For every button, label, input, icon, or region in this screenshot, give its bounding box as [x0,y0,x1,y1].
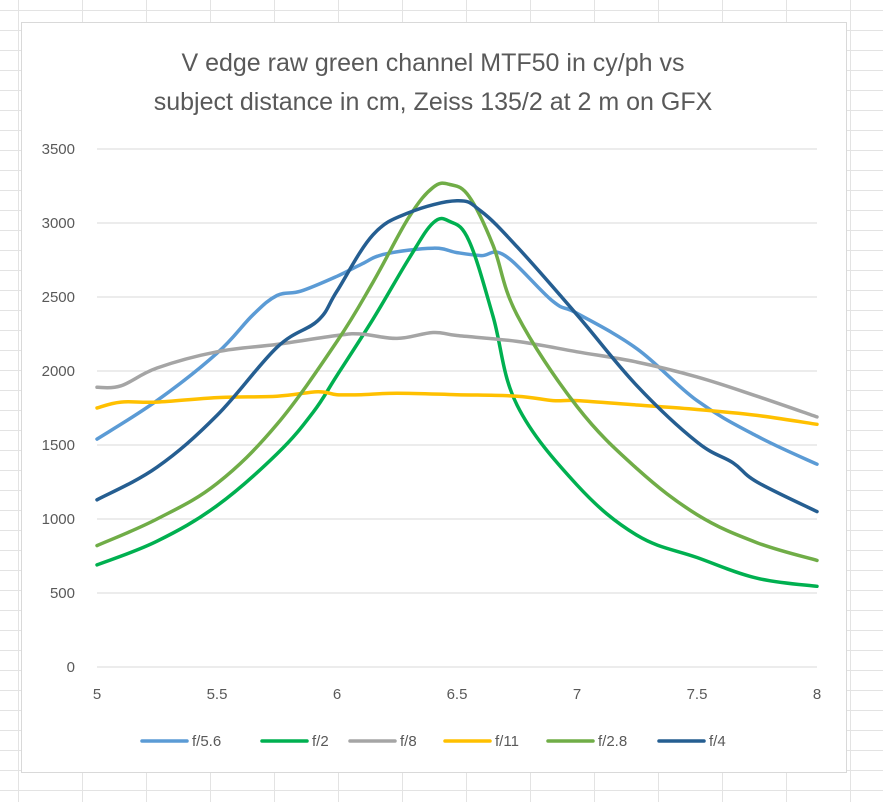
series-lines [95,181,819,589]
y-tick-label: 2500 [42,289,75,306]
legend-label: f/2.8 [598,733,627,750]
y-tick-label: 2000 [42,363,75,380]
y-tick-label: 1000 [42,511,75,528]
legend-label: f/4 [709,733,726,750]
x-tick-label: 6.5 [447,686,468,703]
y-tick-label: 3500 [42,141,75,158]
series-line-f-2-8 [95,181,819,563]
series-line-f-4 [95,199,819,514]
chart-title-line-2: subject distance in cm, Zeiss 135/2 at 2… [154,88,713,116]
legend-label: f/5.6 [192,733,221,750]
x-tick-label: 6 [333,686,341,703]
series-line-f-8 [95,330,819,419]
y-tick-label: 3000 [42,215,75,232]
legend-label: f/11 [495,733,519,750]
x-tick-label: 5 [93,686,101,703]
legend: f/5.6 f/2 f/8 f/11 f/2.8 f/4 [140,733,726,750]
x-tick-label: 7.5 [687,686,708,703]
x-axis-tick-labels: 5 5.5 6 6.5 7 7.5 8 [93,686,821,703]
legend-label: f/8 [400,733,417,750]
x-tick-label: 8 [813,686,821,703]
legend-label: f/2 [312,733,329,750]
y-tick-label: 500 [50,585,75,602]
x-tick-label: 7 [573,686,581,703]
y-tick-label: 1500 [42,437,75,454]
series-line-f-5-6 [95,246,819,466]
y-axis-tick-labels: 0 500 1000 1500 2000 2500 3000 3500 [42,141,75,676]
series-line-f-2 [95,216,819,589]
chart-title: V edge raw green channel MTF50 in cy/ph … [154,49,713,116]
line-chart: V edge raw green channel MTF50 in cy/ph … [42,49,822,750]
y-tick-label: 0 [67,659,75,676]
chart-area[interactable]: V edge raw green channel MTF50 in cy/ph … [21,22,847,773]
x-tick-label: 5.5 [207,686,228,703]
chart-title-line-1: V edge raw green channel MTF50 in cy/ph … [181,49,684,77]
